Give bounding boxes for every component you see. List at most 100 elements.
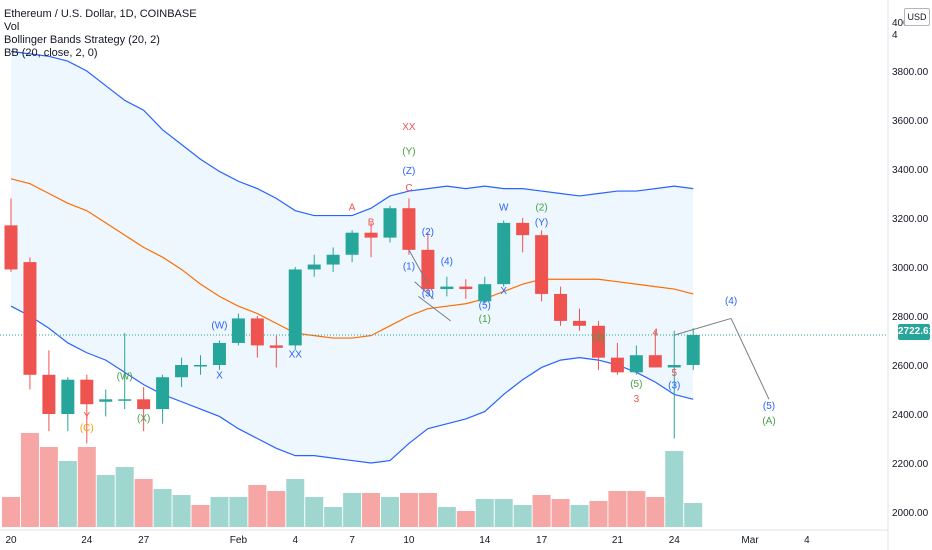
candle-body — [648, 355, 662, 368]
volume-bar — [418, 493, 437, 527]
wave-label: 4 — [653, 328, 659, 339]
wave-label: XX — [402, 122, 416, 133]
candle-body — [686, 334, 700, 365]
time-tick-label: 10 — [403, 535, 415, 546]
wave-label: (C) — [80, 423, 94, 434]
volume-bar — [456, 511, 475, 527]
strategy-indicator-label[interactable]: Bollinger Bands Strategy (20, 2) — [4, 34, 160, 46]
wave-label: (Z) — [403, 166, 416, 177]
candle-body — [212, 342, 226, 365]
price-tick-label: 2400.00 — [892, 410, 929, 421]
volume-bar — [305, 497, 324, 527]
wave-line — [414, 281, 434, 300]
volume-bar — [229, 497, 248, 527]
bb-indicator-label[interactable]: BB (20, close, 2, 0) — [4, 47, 98, 59]
volume-bar — [172, 495, 191, 527]
candle-body — [364, 232, 378, 238]
volume-bar — [684, 503, 703, 527]
time-tick-label: 27 — [138, 535, 150, 546]
volume-bar — [437, 507, 456, 527]
price-tick-label: 2600.00 — [892, 361, 929, 372]
price-tick-label: 2800.00 — [892, 312, 929, 323]
candle-body — [591, 325, 605, 358]
candle-body — [345, 232, 359, 255]
candle-body — [402, 208, 416, 250]
volume-bar — [665, 451, 684, 527]
wave-label: Y — [83, 411, 90, 422]
wave-label: (3) — [592, 333, 604, 344]
wave-label: A — [349, 203, 356, 214]
candle-body — [23, 262, 37, 375]
wave-label: B — [368, 217, 375, 228]
candle-body — [250, 318, 264, 346]
wave-label: 3 — [634, 394, 640, 405]
price-tick-label: 3400.00 — [892, 165, 929, 176]
volume-bar — [627, 491, 646, 527]
wave-label: (5) — [763, 401, 775, 412]
wave-label: C — [405, 183, 412, 194]
vol-indicator-label[interactable]: Vol — [4, 21, 20, 33]
time-tick-label: 24 — [669, 535, 681, 546]
wave-label: (A) — [762, 416, 775, 427]
candle-body — [4, 225, 18, 270]
candle-body — [194, 365, 207, 367]
volume-bar — [381, 497, 399, 527]
volume-bar — [362, 493, 381, 527]
volume-bar — [399, 493, 418, 527]
wave-label: W — [499, 203, 509, 214]
price-tick-label: 3600.00 — [892, 116, 929, 127]
chart-legend: Ethereum / U.S. Dollar, 1D, COINBASE Vol… — [4, 8, 197, 60]
candle-body — [516, 222, 530, 236]
candle-body — [535, 235, 549, 294]
volume-bar — [267, 491, 286, 527]
volume-bar — [39, 447, 58, 527]
volume-bar — [532, 495, 551, 527]
candle-body — [175, 365, 189, 378]
volume-bar — [58, 461, 77, 527]
wave-line — [408, 249, 429, 285]
candle-body — [573, 320, 586, 326]
price-tick-label: 2200.00 — [892, 459, 929, 470]
wave-label: (2) — [535, 203, 547, 214]
wave-label: (Y) — [402, 146, 415, 157]
time-tick-label: 24 — [81, 535, 93, 546]
candle-body — [231, 318, 245, 343]
volume-bar — [115, 467, 134, 527]
candle-body — [459, 286, 473, 290]
symbol-title[interactable]: Ethereum / U.S. Dollar, 1D, COINBASE — [4, 8, 197, 20]
candle-body — [554, 293, 568, 321]
volume-bar — [2, 497, 20, 527]
wave-label: (5) — [630, 379, 642, 390]
time-tick-label: 14 — [479, 535, 491, 546]
volume-bars — [2, 433, 703, 527]
candle-body — [307, 264, 321, 270]
candle-body — [288, 269, 302, 346]
time-tick-label: 4 — [804, 535, 810, 546]
candle-body — [269, 345, 283, 348]
volume-bar — [77, 447, 96, 527]
candle-body — [610, 357, 624, 373]
wave-label: (4) — [441, 257, 453, 268]
candlesticks — [4, 198, 700, 444]
bollinger-basis-line — [10, 178, 694, 339]
time-tick-label: Feb — [230, 535, 248, 546]
wave-label: (3) — [422, 288, 434, 299]
volume-bar — [134, 479, 153, 527]
volume-bar — [343, 493, 362, 527]
currency-button[interactable]: USD — [904, 8, 930, 26]
volume-bar — [153, 489, 172, 527]
wave-label: (4) — [725, 296, 737, 307]
candle-body — [326, 254, 340, 265]
price-tick-label: 3200.00 — [892, 214, 929, 225]
projection-line-down — [730, 318, 770, 400]
price-tick-label: 4 — [892, 30, 898, 41]
candle-body — [118, 399, 132, 401]
volume-bar — [475, 499, 494, 527]
time-tick-label: 20 — [5, 535, 17, 546]
candle-body — [497, 222, 511, 285]
price-tick-label: 3800.00 — [892, 67, 929, 78]
wave-label: X — [500, 286, 507, 297]
candle-body — [478, 284, 492, 302]
